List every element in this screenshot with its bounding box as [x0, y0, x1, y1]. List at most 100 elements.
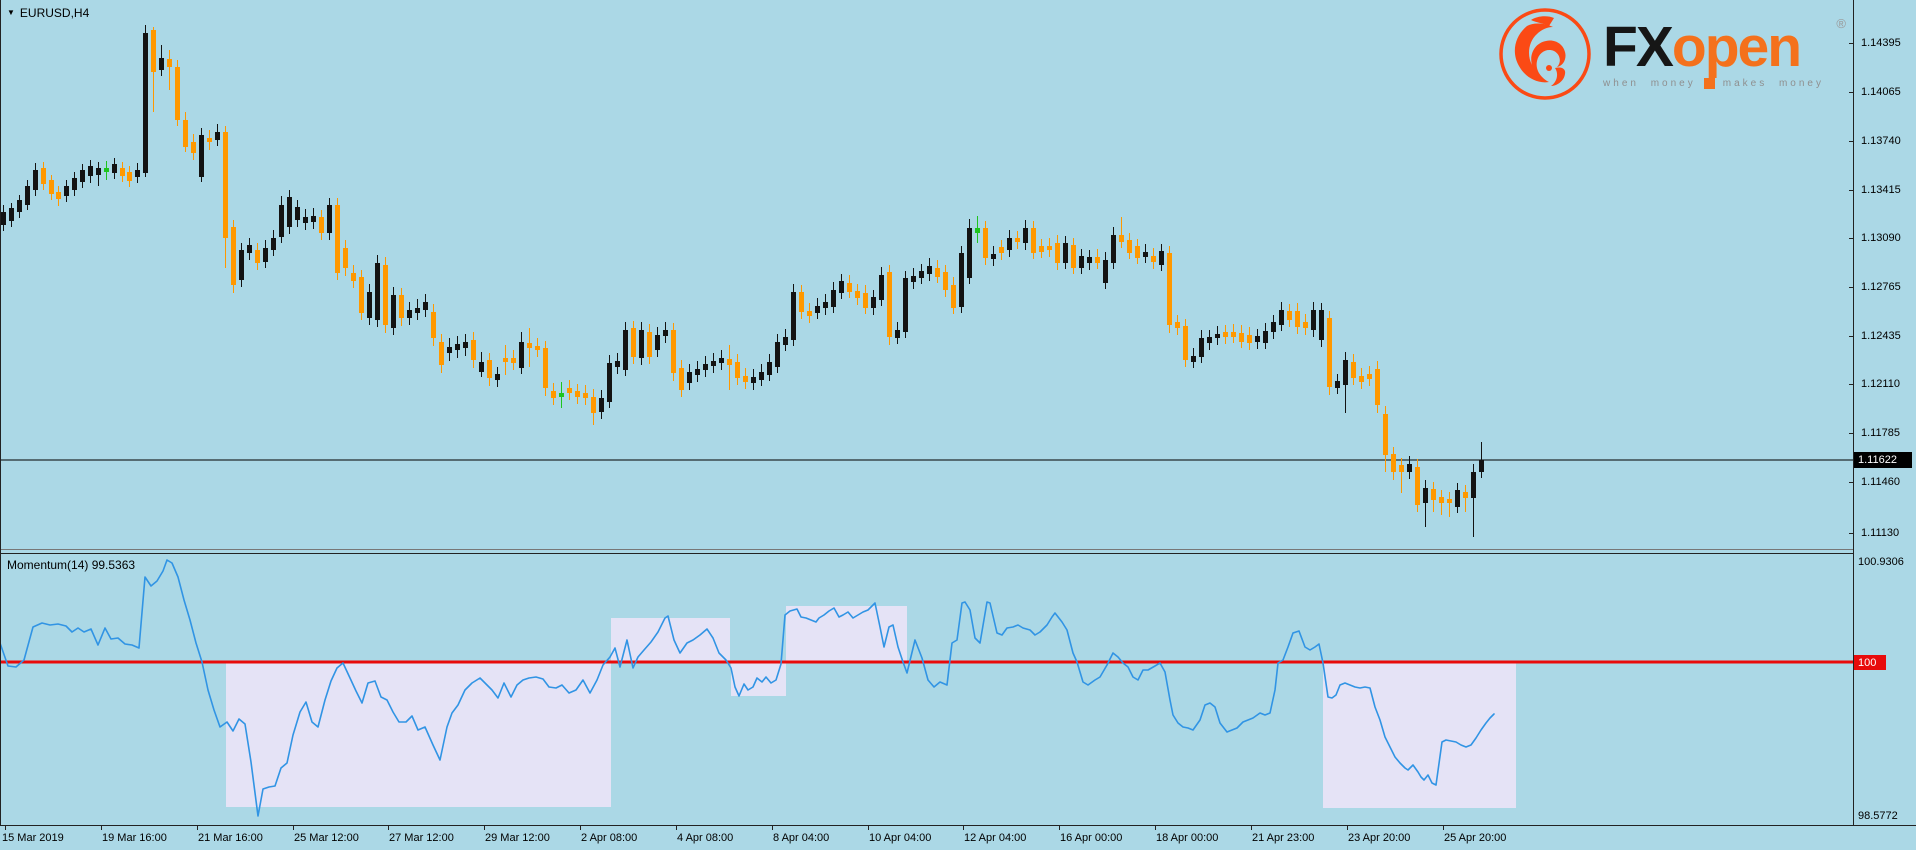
time-axis-label: 21 Apr 23:00 [1252, 832, 1315, 844]
candlestick-body [1311, 310, 1316, 330]
candlestick-body [815, 306, 820, 313]
candlestick-body [719, 358, 724, 363]
candlestick-body [215, 132, 220, 140]
fxopen-logo: FXopen ® when money makes money [1497, 6, 1846, 102]
candlestick-body [415, 308, 420, 313]
candlestick-body [1375, 369, 1380, 405]
candlestick-body [711, 361, 716, 366]
candlestick-body [583, 393, 588, 398]
candlestick-body [439, 342, 444, 365]
candlestick-body [823, 302, 828, 308]
candlestick-body [351, 273, 356, 281]
candlestick-body [175, 67, 180, 120]
candlestick-body [879, 275, 884, 300]
candlestick-body [1047, 246, 1052, 250]
candlestick-body [543, 348, 548, 388]
candlestick-body [1095, 257, 1100, 263]
candlestick-body [855, 291, 860, 298]
indicator-name: Momentum(14) [7, 558, 89, 572]
candlestick-body [847, 283, 852, 292]
candlestick-body [407, 310, 412, 318]
candlestick-body [1015, 238, 1020, 242]
candlestick-body [1071, 245, 1076, 268]
candlestick-body [1391, 454, 1396, 472]
candlestick-body [64, 186, 69, 196]
candlestick-body [1127, 240, 1132, 253]
candlestick-body [151, 30, 156, 72]
candlestick-body [49, 180, 54, 194]
candlestick-body [951, 285, 956, 308]
momentum-zone [786, 606, 907, 662]
momentum-min-label: 98.5772 [1858, 810, 1898, 822]
candlestick-body [431, 312, 436, 338]
candlestick-body [919, 271, 924, 278]
candlestick-body [759, 372, 764, 380]
candlestick-body [41, 168, 46, 184]
candlestick-body [343, 248, 348, 268]
candlestick-body [615, 361, 620, 367]
candlestick-body [56, 192, 61, 199]
candlestick-body [1359, 376, 1364, 382]
momentum-level-text: 100 [1858, 656, 1877, 669]
indicator-label: Momentum(14) 99.5363 [7, 558, 135, 572]
candlestick-body [959, 253, 964, 307]
candlestick-body [167, 59, 172, 67]
candlestick-body [1167, 253, 1172, 325]
symbol-timeframe-label: ▼ EURUSD,H4 [7, 6, 89, 20]
candlestick-body [703, 364, 708, 370]
momentum-max-label: 100.9306 [1858, 556, 1904, 568]
time-axis-label: 8 Apr 04:00 [773, 832, 830, 844]
candlestick-body [135, 170, 140, 177]
candlestick-body [183, 120, 188, 147]
candlestick-body [319, 217, 324, 233]
candlestick-body [839, 281, 844, 293]
candlestick-body [1239, 333, 1244, 342]
candlestick-body [96, 168, 101, 175]
candlestick-body [72, 178, 77, 190]
tagline-left: when money [1603, 78, 1696, 89]
candlestick-body [455, 344, 460, 350]
price-axis-label: 1.13090 [1861, 232, 1901, 244]
candlestick-body [1479, 460, 1484, 472]
candlestick-body [375, 263, 380, 320]
candlestick-body [1143, 252, 1148, 257]
candlestick-body [1183, 326, 1188, 360]
candlestick-body [799, 292, 804, 312]
candlestick-body [527, 343, 532, 348]
candlestick-body [1271, 322, 1276, 332]
time-axis-label: 16 Apr 00:00 [1060, 832, 1123, 844]
candlestick-body [223, 132, 228, 238]
time-axis-label: 21 Mar 16:00 [198, 832, 263, 844]
candlestick-body [655, 335, 660, 350]
chevron-down-icon: ▼ [7, 8, 15, 17]
candlestick-body [1455, 490, 1460, 507]
momentum-line [0, 559, 1495, 817]
candlestick-body [1319, 310, 1324, 340]
candlestick-body [479, 362, 484, 372]
candlestick-body [743, 376, 748, 382]
candlestick-body [311, 216, 316, 222]
candlestick-body [1263, 331, 1268, 343]
candlestick-body [1439, 497, 1444, 503]
candlestick-body [1023, 228, 1028, 243]
pane-divider[interactable] [0, 549, 1853, 554]
candlestick-body [335, 205, 340, 273]
candlestick-body [1351, 362, 1356, 378]
candlestick-body [519, 342, 524, 368]
candlestick-body [1215, 334, 1220, 338]
candlestick-body [1151, 256, 1156, 262]
candlestick-body [511, 358, 516, 363]
candlestick-body [671, 330, 676, 373]
candlestick-body [1, 212, 6, 225]
candlestick-body [1087, 257, 1092, 263]
time-axis-label: 25 Apr 20:00 [1444, 832, 1507, 844]
candlestick-body [783, 337, 788, 345]
candlestick-body [423, 302, 428, 310]
candlestick-body [1407, 464, 1412, 472]
candlestick-body [807, 311, 812, 316]
candlestick-body [383, 265, 388, 325]
candlestick-body [591, 397, 596, 413]
candlestick-body [599, 398, 604, 412]
price-axis-label: 1.12435 [1861, 330, 1901, 342]
